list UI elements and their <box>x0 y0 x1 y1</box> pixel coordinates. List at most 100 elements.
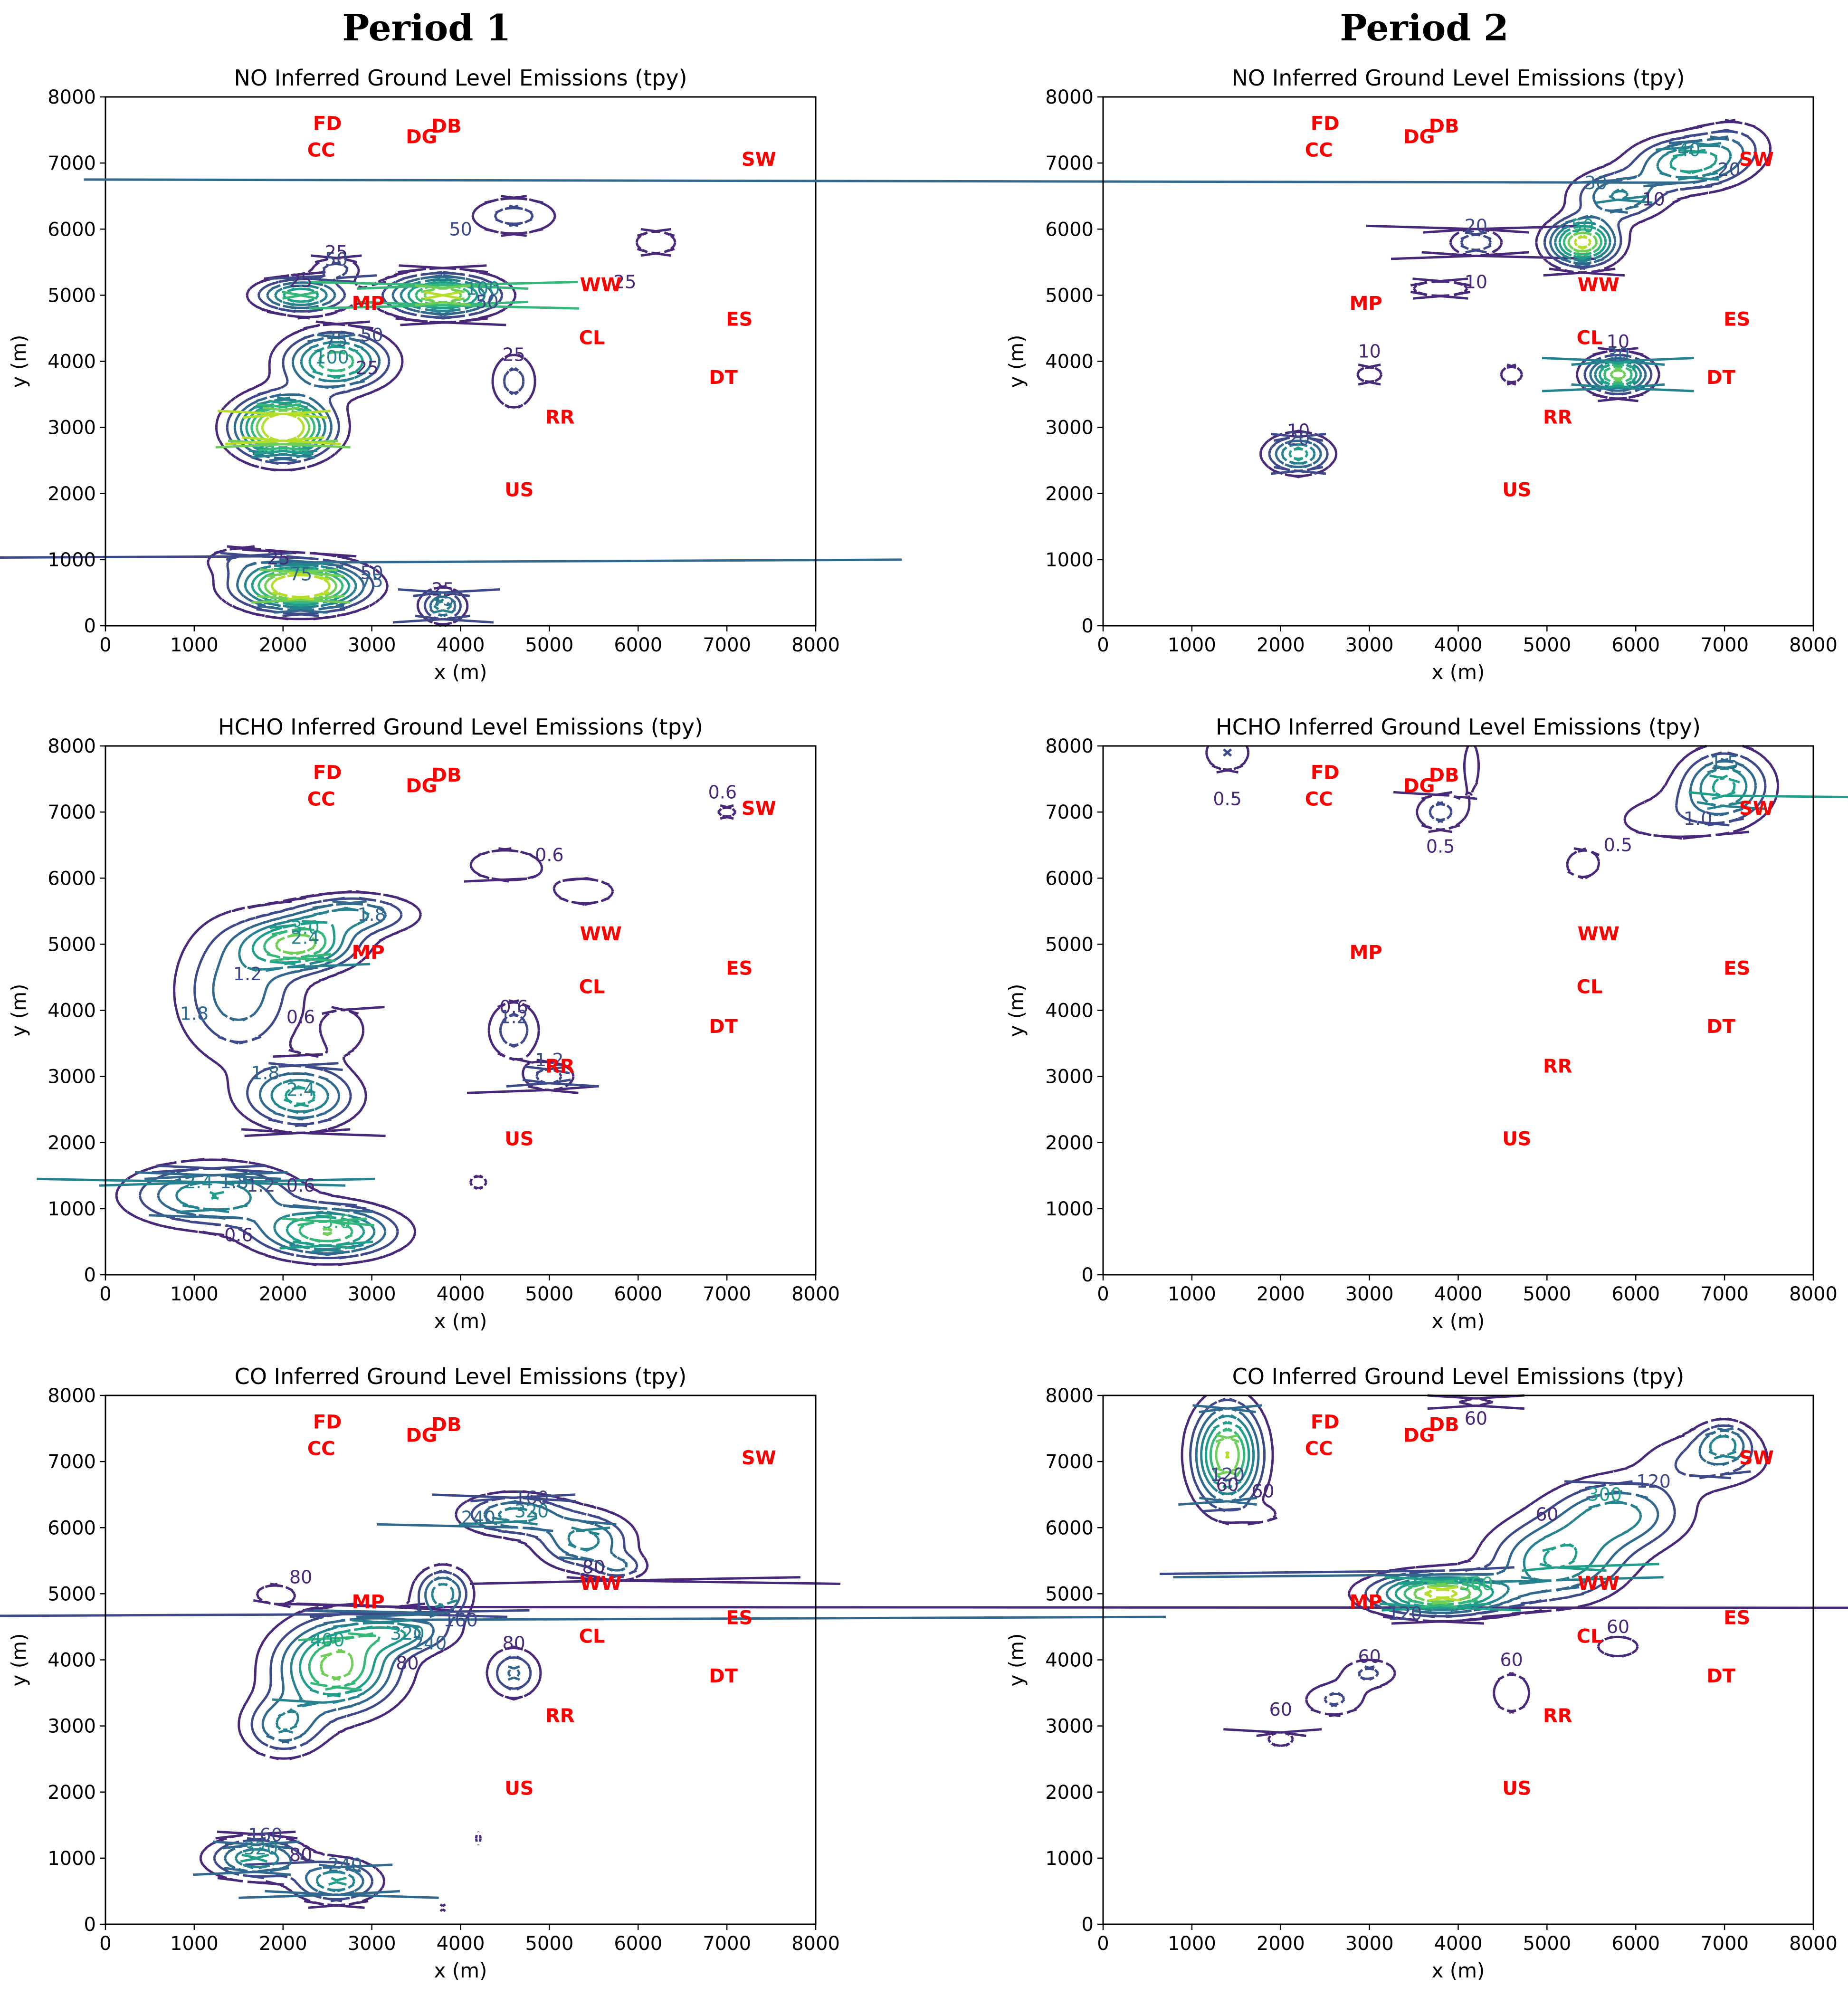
x-tick-label: 1000 <box>170 1283 219 1305</box>
site-label-dt: DT <box>709 1016 738 1038</box>
site-label-sw: SW <box>1739 149 1774 171</box>
y-axis-label: y (m) <box>7 1633 30 1687</box>
contour-label: 2.4 <box>291 927 319 948</box>
site-label-cl: CL <box>579 327 605 349</box>
contour-label: 25 <box>325 242 348 263</box>
x-tick-label: 0 <box>99 1283 111 1305</box>
y-tick-label: 2000 <box>1045 483 1094 505</box>
y-tick-label: 5000 <box>48 934 96 955</box>
site-label-cl: CL <box>579 976 605 998</box>
contour-label: 25 <box>356 357 379 378</box>
contour-label: 60 <box>1358 1646 1381 1667</box>
y-tick-label: 3000 <box>1045 417 1094 439</box>
contour-label: 240 <box>412 1633 447 1654</box>
contour-lines <box>37 804 737 1266</box>
site-label-sw: SW <box>742 798 776 820</box>
contour-label: 120 <box>1388 1603 1422 1624</box>
contour-label: 50 <box>449 219 472 239</box>
x-tick-label: 4000 <box>1434 1933 1483 1955</box>
contour-label: 1.2 <box>247 1175 275 1196</box>
contour-label: 60 <box>1500 1650 1523 1671</box>
contour-label: 75 <box>360 570 383 591</box>
y-tick-label: 2000 <box>1045 1782 1094 1804</box>
x-tick-label: 0 <box>1097 1933 1109 1955</box>
contour-label: 100 <box>314 347 349 368</box>
site-label-db: DB <box>1429 1414 1459 1436</box>
contour-label: 25 <box>613 272 636 293</box>
site-label-ww: WW <box>1578 1573 1619 1595</box>
y-tick-label: 2000 <box>48 483 96 505</box>
site-label-db: DB <box>431 1414 462 1436</box>
site-label-dt: DT <box>709 1665 738 1687</box>
contour-label: 0.5 <box>1604 835 1632 856</box>
contour-label: 20 <box>1717 159 1740 180</box>
y-tick-label: 7000 <box>48 1451 96 1473</box>
panel-p2-hcho: HCHO Inferred Ground Level Emissions (tp… <box>1005 714 1848 1333</box>
x-tick-label: 3000 <box>1345 1283 1394 1305</box>
y-tick-label: 0 <box>84 1914 96 1936</box>
x-tick-label: 3000 <box>348 1283 396 1305</box>
x-tick-label: 8000 <box>791 634 840 656</box>
contour-label: 10 <box>1358 341 1381 362</box>
y-tick-label: 2000 <box>48 1132 96 1154</box>
contour-lines <box>0 195 902 627</box>
x-tick-label: 7000 <box>703 1283 751 1305</box>
site-label-cc: CC <box>307 139 335 161</box>
site-label-dg: DG <box>1403 1424 1435 1446</box>
y-tick-label: 7000 <box>1045 802 1094 823</box>
contour-label: 1.5 <box>1710 752 1739 773</box>
y-tick-label: 4000 <box>1045 1000 1094 1022</box>
panel-p2-co: CO Inferred Ground Level Emissions (tpy)… <box>1005 1364 1838 1982</box>
contour-level-50 <box>1288 148 1718 462</box>
contour-label: 320 <box>390 1623 425 1644</box>
contour-label: 0.5 <box>1213 788 1241 809</box>
site-label-sw: SW <box>1739 798 1774 820</box>
x-tick-label: 3000 <box>1345 1933 1394 1955</box>
y-tick-label: 8000 <box>1045 86 1094 108</box>
x-tick-label: 5000 <box>525 1933 573 1955</box>
contour-label: 1.2 <box>499 1006 528 1027</box>
contour-level-360 <box>1209 1427 1483 1608</box>
contour-level-320 <box>234 1507 610 1892</box>
contour-level-80 <box>199 1490 1848 1912</box>
contour-level-300 <box>1204 1421 1659 1612</box>
y-tick-label: 3000 <box>1045 1066 1094 1088</box>
contour-level-1 <box>1223 748 1767 827</box>
contour-label: 20 <box>1465 215 1487 236</box>
site-label-db: DB <box>1429 115 1459 137</box>
column-header-period-2: Period 2 <box>1340 7 1509 49</box>
y-tick-label: 1000 <box>1045 549 1094 571</box>
contour-label: 50 <box>360 325 383 345</box>
chart-title: NO Inferred Ground Level Emissions (tpy) <box>1231 65 1685 91</box>
site-label-dt: DT <box>709 367 738 389</box>
x-tick-label: 2000 <box>259 1933 307 1955</box>
x-tick-label: 6000 <box>614 1283 662 1305</box>
y-tick-label: 3000 <box>48 1716 96 1738</box>
contour-label: 0.6 <box>708 782 737 802</box>
site-label-mp: MP <box>1350 942 1382 964</box>
y-tick-label: 0 <box>1082 1914 1094 1936</box>
y-tick-label: 2000 <box>1045 1132 1094 1154</box>
chart-title: CO Inferred Ground Level Emissions (tpy) <box>1232 1364 1685 1389</box>
contour-label: 60 <box>1607 1616 1629 1637</box>
contour-lines <box>1159 1394 1769 1747</box>
y-tick-label: 6000 <box>1045 868 1094 889</box>
x-tick-label: 8000 <box>791 1933 840 1955</box>
site-label-fd: FD <box>1311 113 1340 135</box>
contour-level-480 <box>1225 1451 1460 1602</box>
panel-p1-no: NO Inferred Ground Level Emissions (tpy)… <box>0 65 902 684</box>
site-label-us: US <box>1502 1777 1531 1799</box>
y-tick-label: 6000 <box>48 1517 96 1539</box>
y-tick-label: 4000 <box>48 351 96 373</box>
site-label-mp: MP <box>352 293 385 315</box>
contour-level-240 <box>192 1500 1166 1899</box>
site-label-ww: WW <box>1578 923 1619 945</box>
contour-label: 120 <box>1210 1464 1245 1485</box>
x-tick-label: 3000 <box>348 1933 396 1955</box>
site-label-rr: RR <box>1543 1055 1572 1077</box>
contour-label: 0.5 <box>1426 836 1455 857</box>
site-label-db: DB <box>431 115 462 137</box>
y-tick-label: 4000 <box>48 1650 96 1671</box>
contour-label: 1.8 <box>357 904 386 925</box>
